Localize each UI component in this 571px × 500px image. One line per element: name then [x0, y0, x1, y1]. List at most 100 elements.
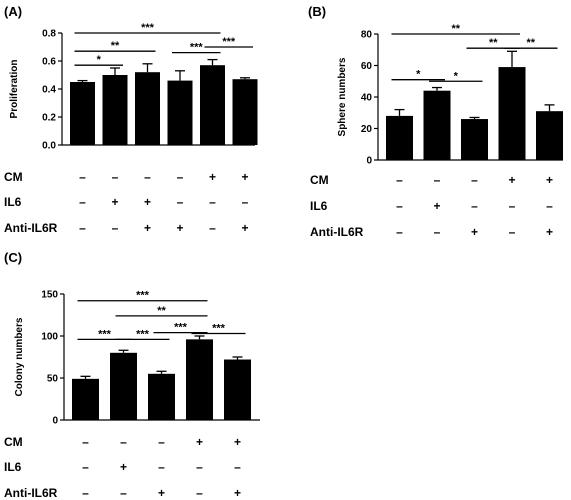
- condition-mark: +: [234, 435, 241, 449]
- bar: [232, 79, 258, 145]
- condition-mark: –: [209, 195, 216, 209]
- significance-label: **: [526, 37, 535, 49]
- significance-label: ***: [174, 322, 188, 334]
- condition-mark: +: [546, 173, 553, 187]
- y-tick-label: 60: [361, 61, 373, 72]
- condition-mark: –: [396, 225, 403, 239]
- y-tick-label: 100: [41, 332, 58, 343]
- y-axis-title: Sphere numbers: [337, 57, 348, 136]
- bar: [72, 378, 99, 420]
- y-tick-label: 0.2: [42, 113, 56, 124]
- bar: [461, 119, 488, 160]
- y-tick-label: 40: [361, 93, 373, 104]
- condition-mark: +: [144, 195, 151, 209]
- condition-mark: +: [433, 199, 440, 213]
- condition-mark: +: [241, 221, 248, 235]
- condition-mark: +: [144, 221, 151, 235]
- bar: [224, 359, 251, 420]
- significance-label: *: [454, 70, 459, 82]
- condition-mark: –: [79, 195, 86, 209]
- panel-label: (A): [4, 4, 22, 19]
- condition-mark: –: [196, 460, 203, 474]
- y-tick-label: 0.8: [42, 29, 56, 40]
- bar: [148, 373, 175, 420]
- condition-mark: +: [196, 435, 203, 449]
- bar: [423, 90, 451, 160]
- condition-label: CM: [4, 170, 23, 184]
- significance-label: *: [416, 69, 421, 81]
- condition-mark: +: [508, 173, 515, 187]
- y-tick-label: 0.0: [42, 141, 56, 152]
- condition-mark: –: [509, 199, 516, 213]
- condition-mark: +: [158, 486, 165, 500]
- condition-mark: –: [82, 435, 89, 449]
- bar: [135, 72, 160, 145]
- condition-mark: –: [396, 173, 403, 187]
- bar: [110, 352, 137, 420]
- condition-label: CM: [310, 173, 329, 187]
- condition-mark: –: [158, 435, 165, 449]
- condition-label: IL6: [4, 460, 22, 474]
- condition-mark: –: [158, 460, 165, 474]
- y-tick-label: 80: [361, 30, 373, 41]
- y-tick-label: 50: [47, 374, 59, 385]
- y-axis-title: Proliferation: [9, 60, 20, 119]
- condition-label: Anti-IL6R: [4, 486, 58, 500]
- condition-mark: –: [82, 486, 89, 500]
- bar: [186, 339, 213, 420]
- significance-label: **: [489, 37, 498, 49]
- condition-mark: –: [112, 221, 119, 235]
- condition-mark: –: [112, 170, 119, 184]
- condition-mark: –: [471, 199, 478, 213]
- panel-label: (C): [4, 250, 22, 265]
- condition-mark: –: [196, 486, 203, 500]
- condition-mark: +: [241, 170, 248, 184]
- significance-label: ***: [222, 36, 236, 48]
- significance-label: **: [157, 305, 166, 317]
- condition-mark: –: [120, 486, 127, 500]
- bar: [102, 75, 128, 145]
- condition-mark: –: [177, 170, 184, 184]
- y-tick-label: 20: [361, 124, 373, 135]
- condition-mark: –: [434, 173, 441, 187]
- y-tick-label: 0: [366, 156, 372, 167]
- condition-mark: –: [82, 460, 89, 474]
- bar: [70, 82, 95, 145]
- significance-label: *: [97, 54, 102, 66]
- condition-mark: –: [509, 225, 516, 239]
- condition-mark: –: [396, 199, 403, 213]
- condition-mark: –: [546, 199, 553, 213]
- significance-label: **: [111, 40, 120, 52]
- condition-mark: –: [209, 221, 216, 235]
- condition-mark: –: [144, 170, 151, 184]
- condition-label: CM: [4, 435, 23, 449]
- condition-mark: –: [120, 435, 127, 449]
- condition-mark: –: [177, 195, 184, 209]
- significance-label: **: [451, 23, 460, 35]
- y-tick-label: 0: [52, 416, 58, 427]
- condition-mark: +: [234, 486, 241, 500]
- condition-label: IL6: [310, 199, 328, 213]
- significance-label: ***: [136, 290, 150, 302]
- condition-mark: +: [471, 225, 478, 239]
- y-tick-label: 150: [41, 290, 58, 301]
- bar: [536, 111, 563, 160]
- condition-label: Anti-IL6R: [310, 225, 364, 239]
- condition-mark: +: [111, 195, 118, 209]
- bar: [167, 80, 193, 145]
- y-tick-label: 0.4: [42, 85, 56, 96]
- condition-mark: –: [79, 170, 86, 184]
- condition-mark: +: [176, 221, 183, 235]
- condition-mark: +: [209, 170, 216, 184]
- bar: [386, 115, 413, 160]
- condition-mark: –: [242, 195, 249, 209]
- condition-mark: –: [471, 173, 478, 187]
- bar: [498, 67, 526, 160]
- panel-label: (B): [308, 4, 326, 19]
- significance-label: ***: [190, 42, 204, 54]
- condition-mark: +: [120, 460, 127, 474]
- y-axis-title: Colony numbers: [14, 317, 25, 396]
